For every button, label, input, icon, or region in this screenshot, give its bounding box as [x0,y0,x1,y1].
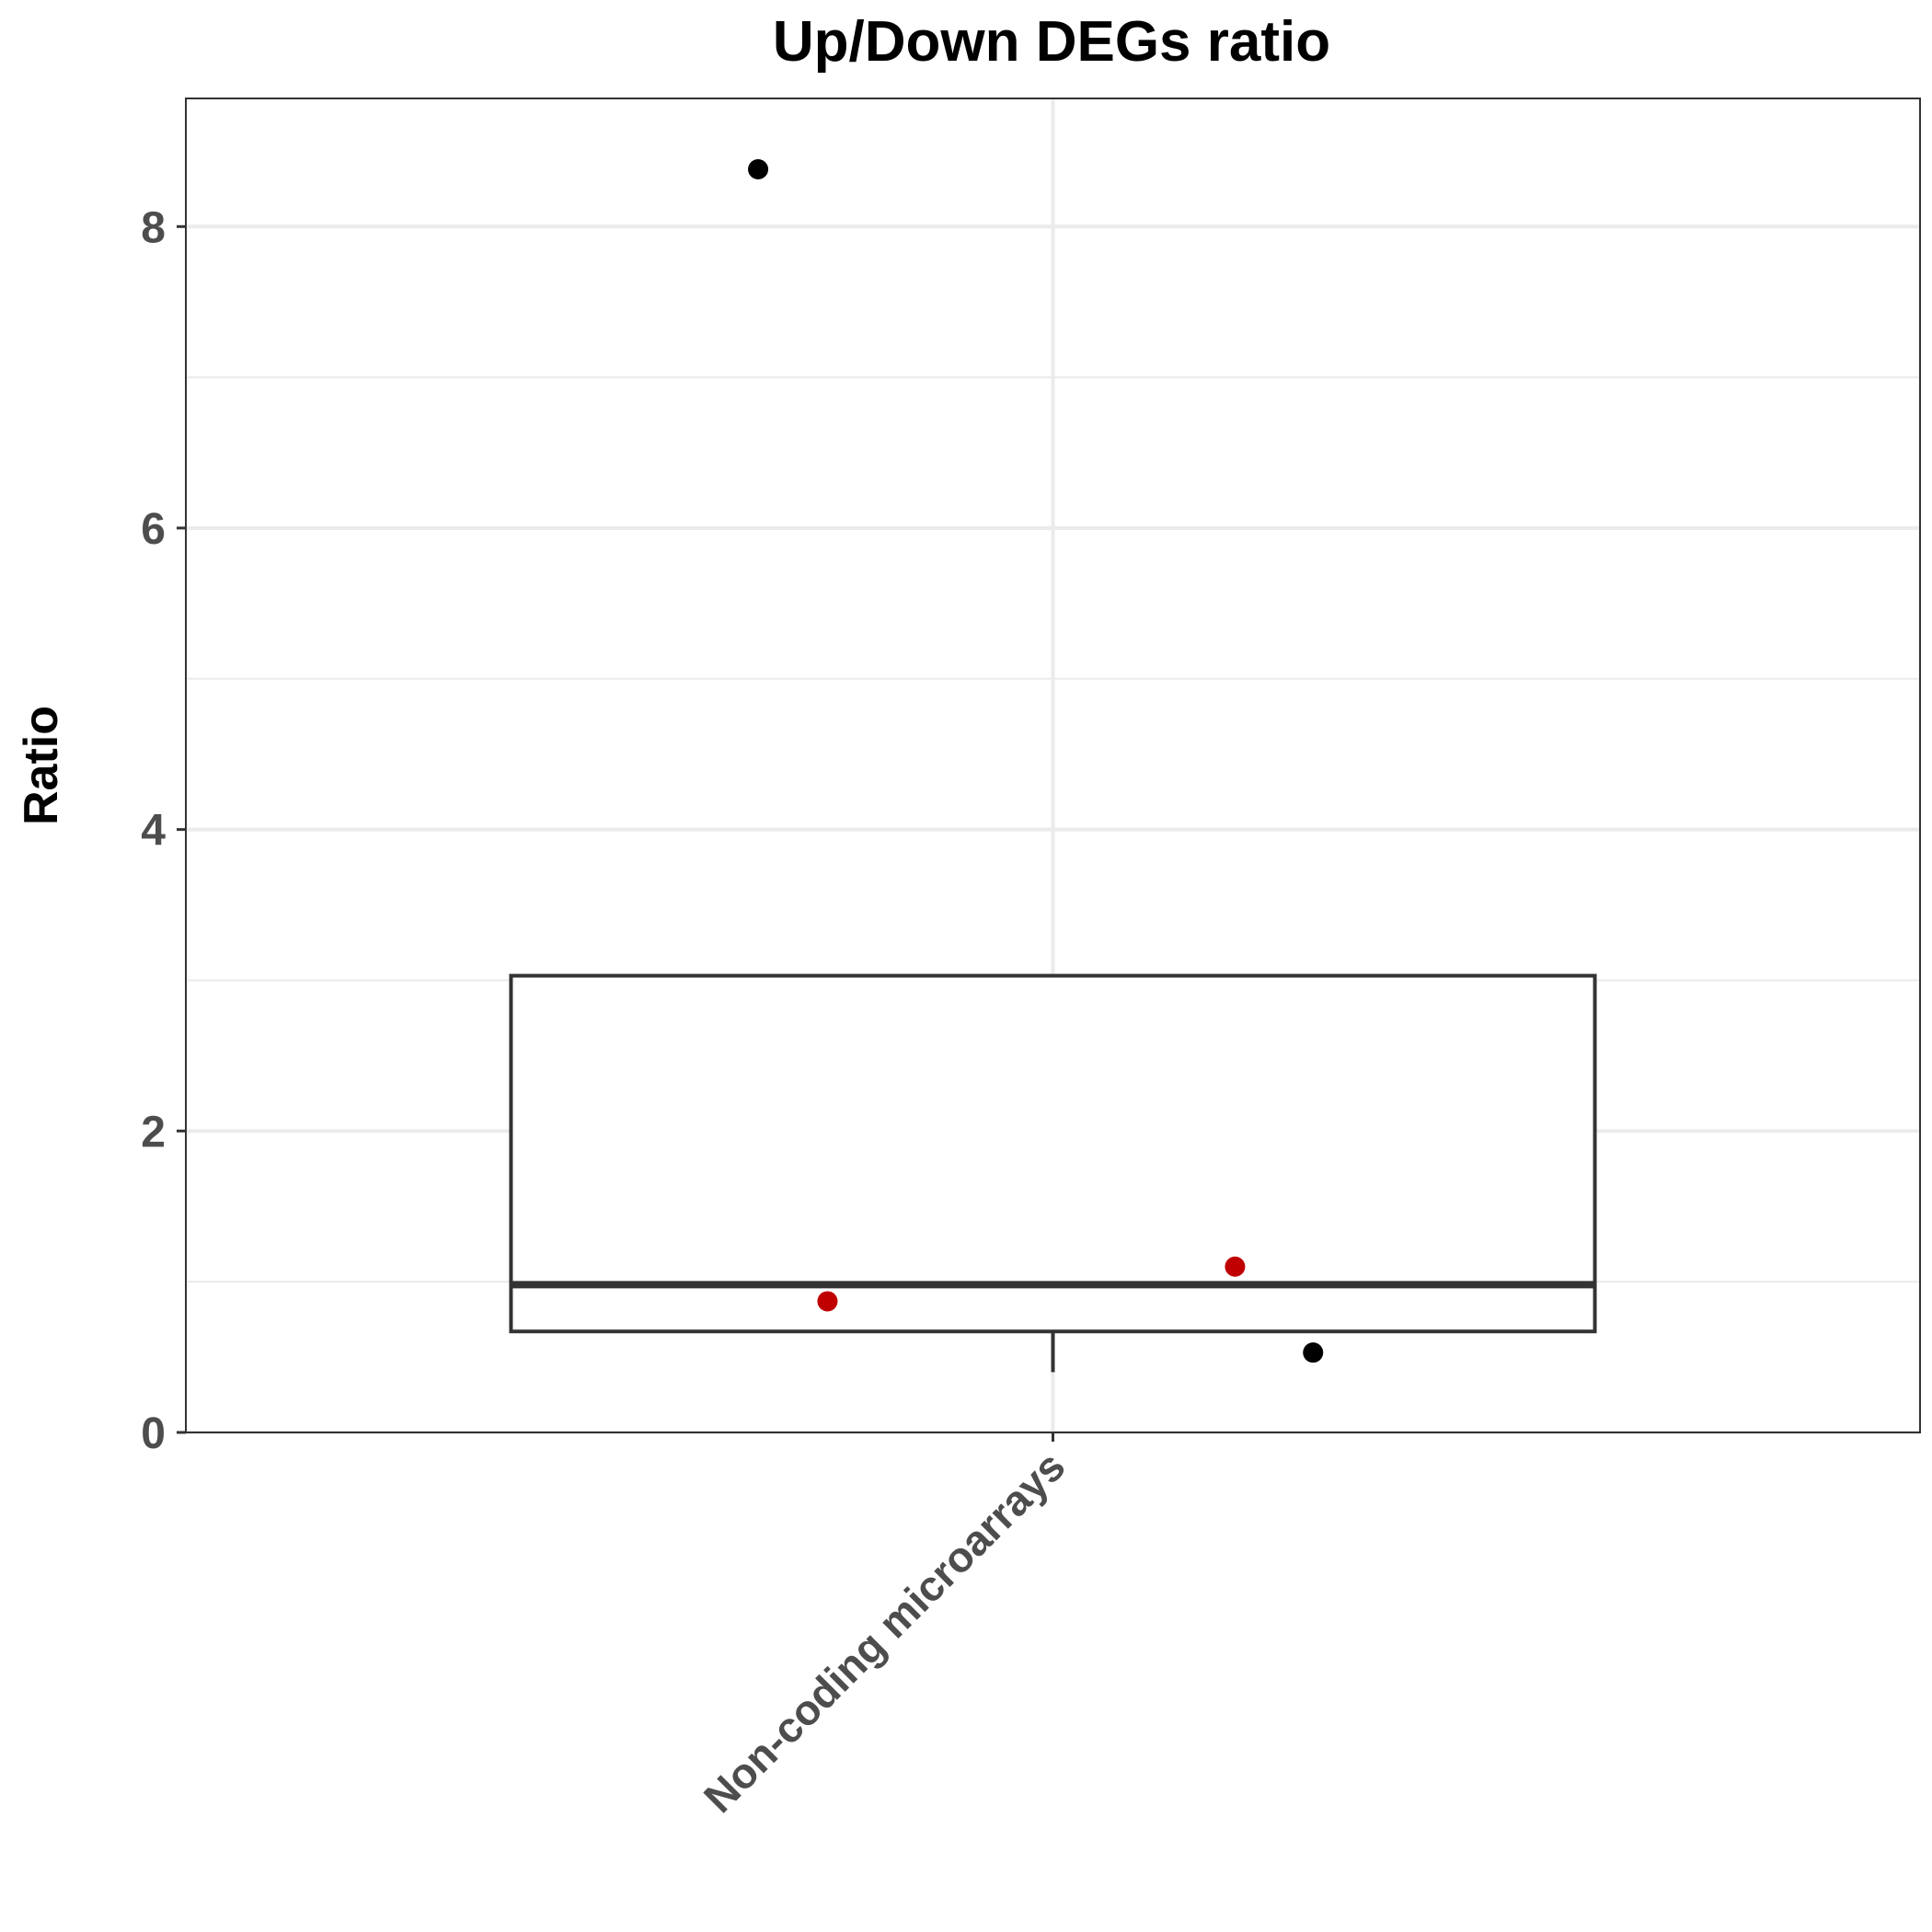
chart-title: Up/Down DEGs ratio [773,10,1330,74]
y-tick-label: 2 [141,1108,166,1156]
y-axis-label: Ratio [15,706,68,825]
y-tick-label: 0 [141,1409,166,1458]
x-tick-label: Non-coding microarrays [695,1442,1075,1822]
point-layer [748,159,1324,1363]
data-point [748,159,769,180]
y-tick-label: 8 [141,203,166,252]
y-tick-label: 4 [141,807,166,856]
data-point [1225,1256,1246,1277]
data-point [1303,1342,1324,1363]
data-point [817,1291,838,1312]
box-iqr [509,973,1597,1334]
y-tick-label: 6 [141,505,166,554]
box-layer [509,973,1597,1373]
